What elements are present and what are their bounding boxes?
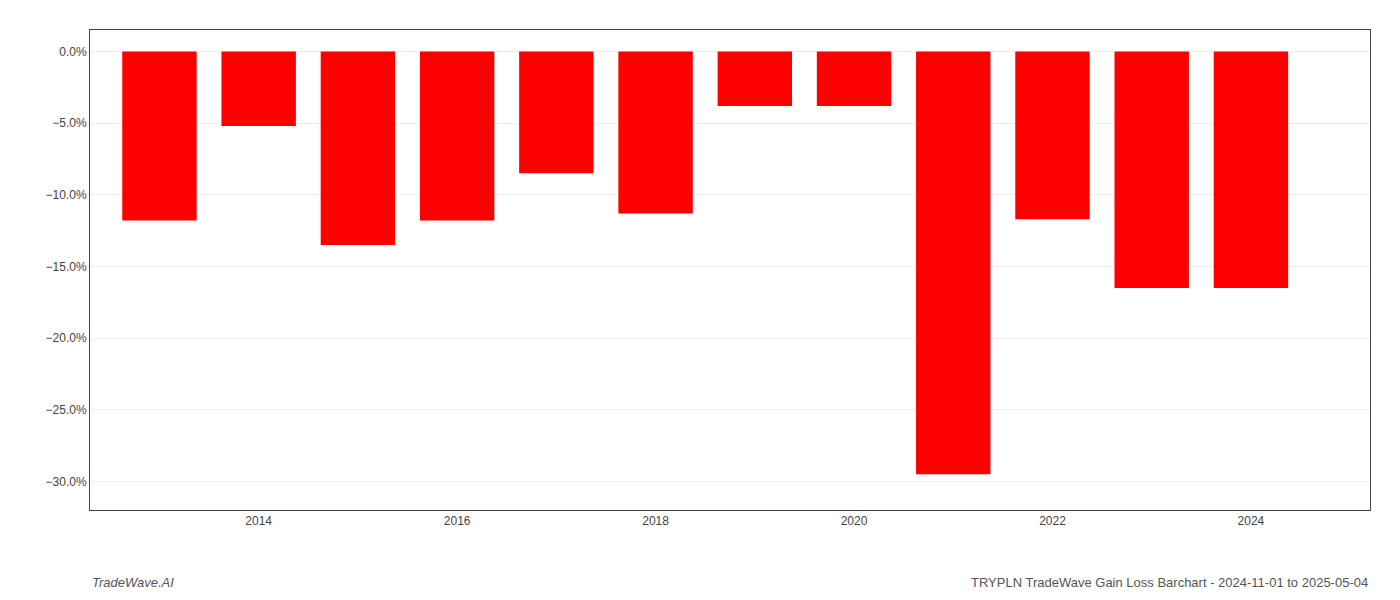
svg-text:2014: 2014: [245, 514, 272, 528]
svg-text:−25.0%: −25.0%: [46, 403, 87, 417]
svg-text:−30.0%: −30.0%: [46, 475, 87, 489]
svg-text:2024: 2024: [1238, 514, 1265, 528]
svg-text:2016: 2016: [444, 514, 471, 528]
svg-text:2018: 2018: [642, 514, 669, 528]
svg-text:TradeWave.AI: TradeWave.AI: [92, 575, 174, 590]
svg-text:0.0%: 0.0%: [59, 45, 87, 59]
svg-text:−10.0%: −10.0%: [46, 188, 87, 202]
svg-text:2020: 2020: [841, 514, 868, 528]
svg-text:TRYPLN TradeWave Gain Loss Bar: TRYPLN TradeWave Gain Loss Barchart - 20…: [971, 575, 1368, 590]
svg-text:−15.0%: −15.0%: [46, 260, 87, 274]
svg-text:−5.0%: −5.0%: [52, 116, 87, 130]
svg-text:−20.0%: −20.0%: [46, 331, 87, 345]
svg-text:2022: 2022: [1039, 514, 1066, 528]
